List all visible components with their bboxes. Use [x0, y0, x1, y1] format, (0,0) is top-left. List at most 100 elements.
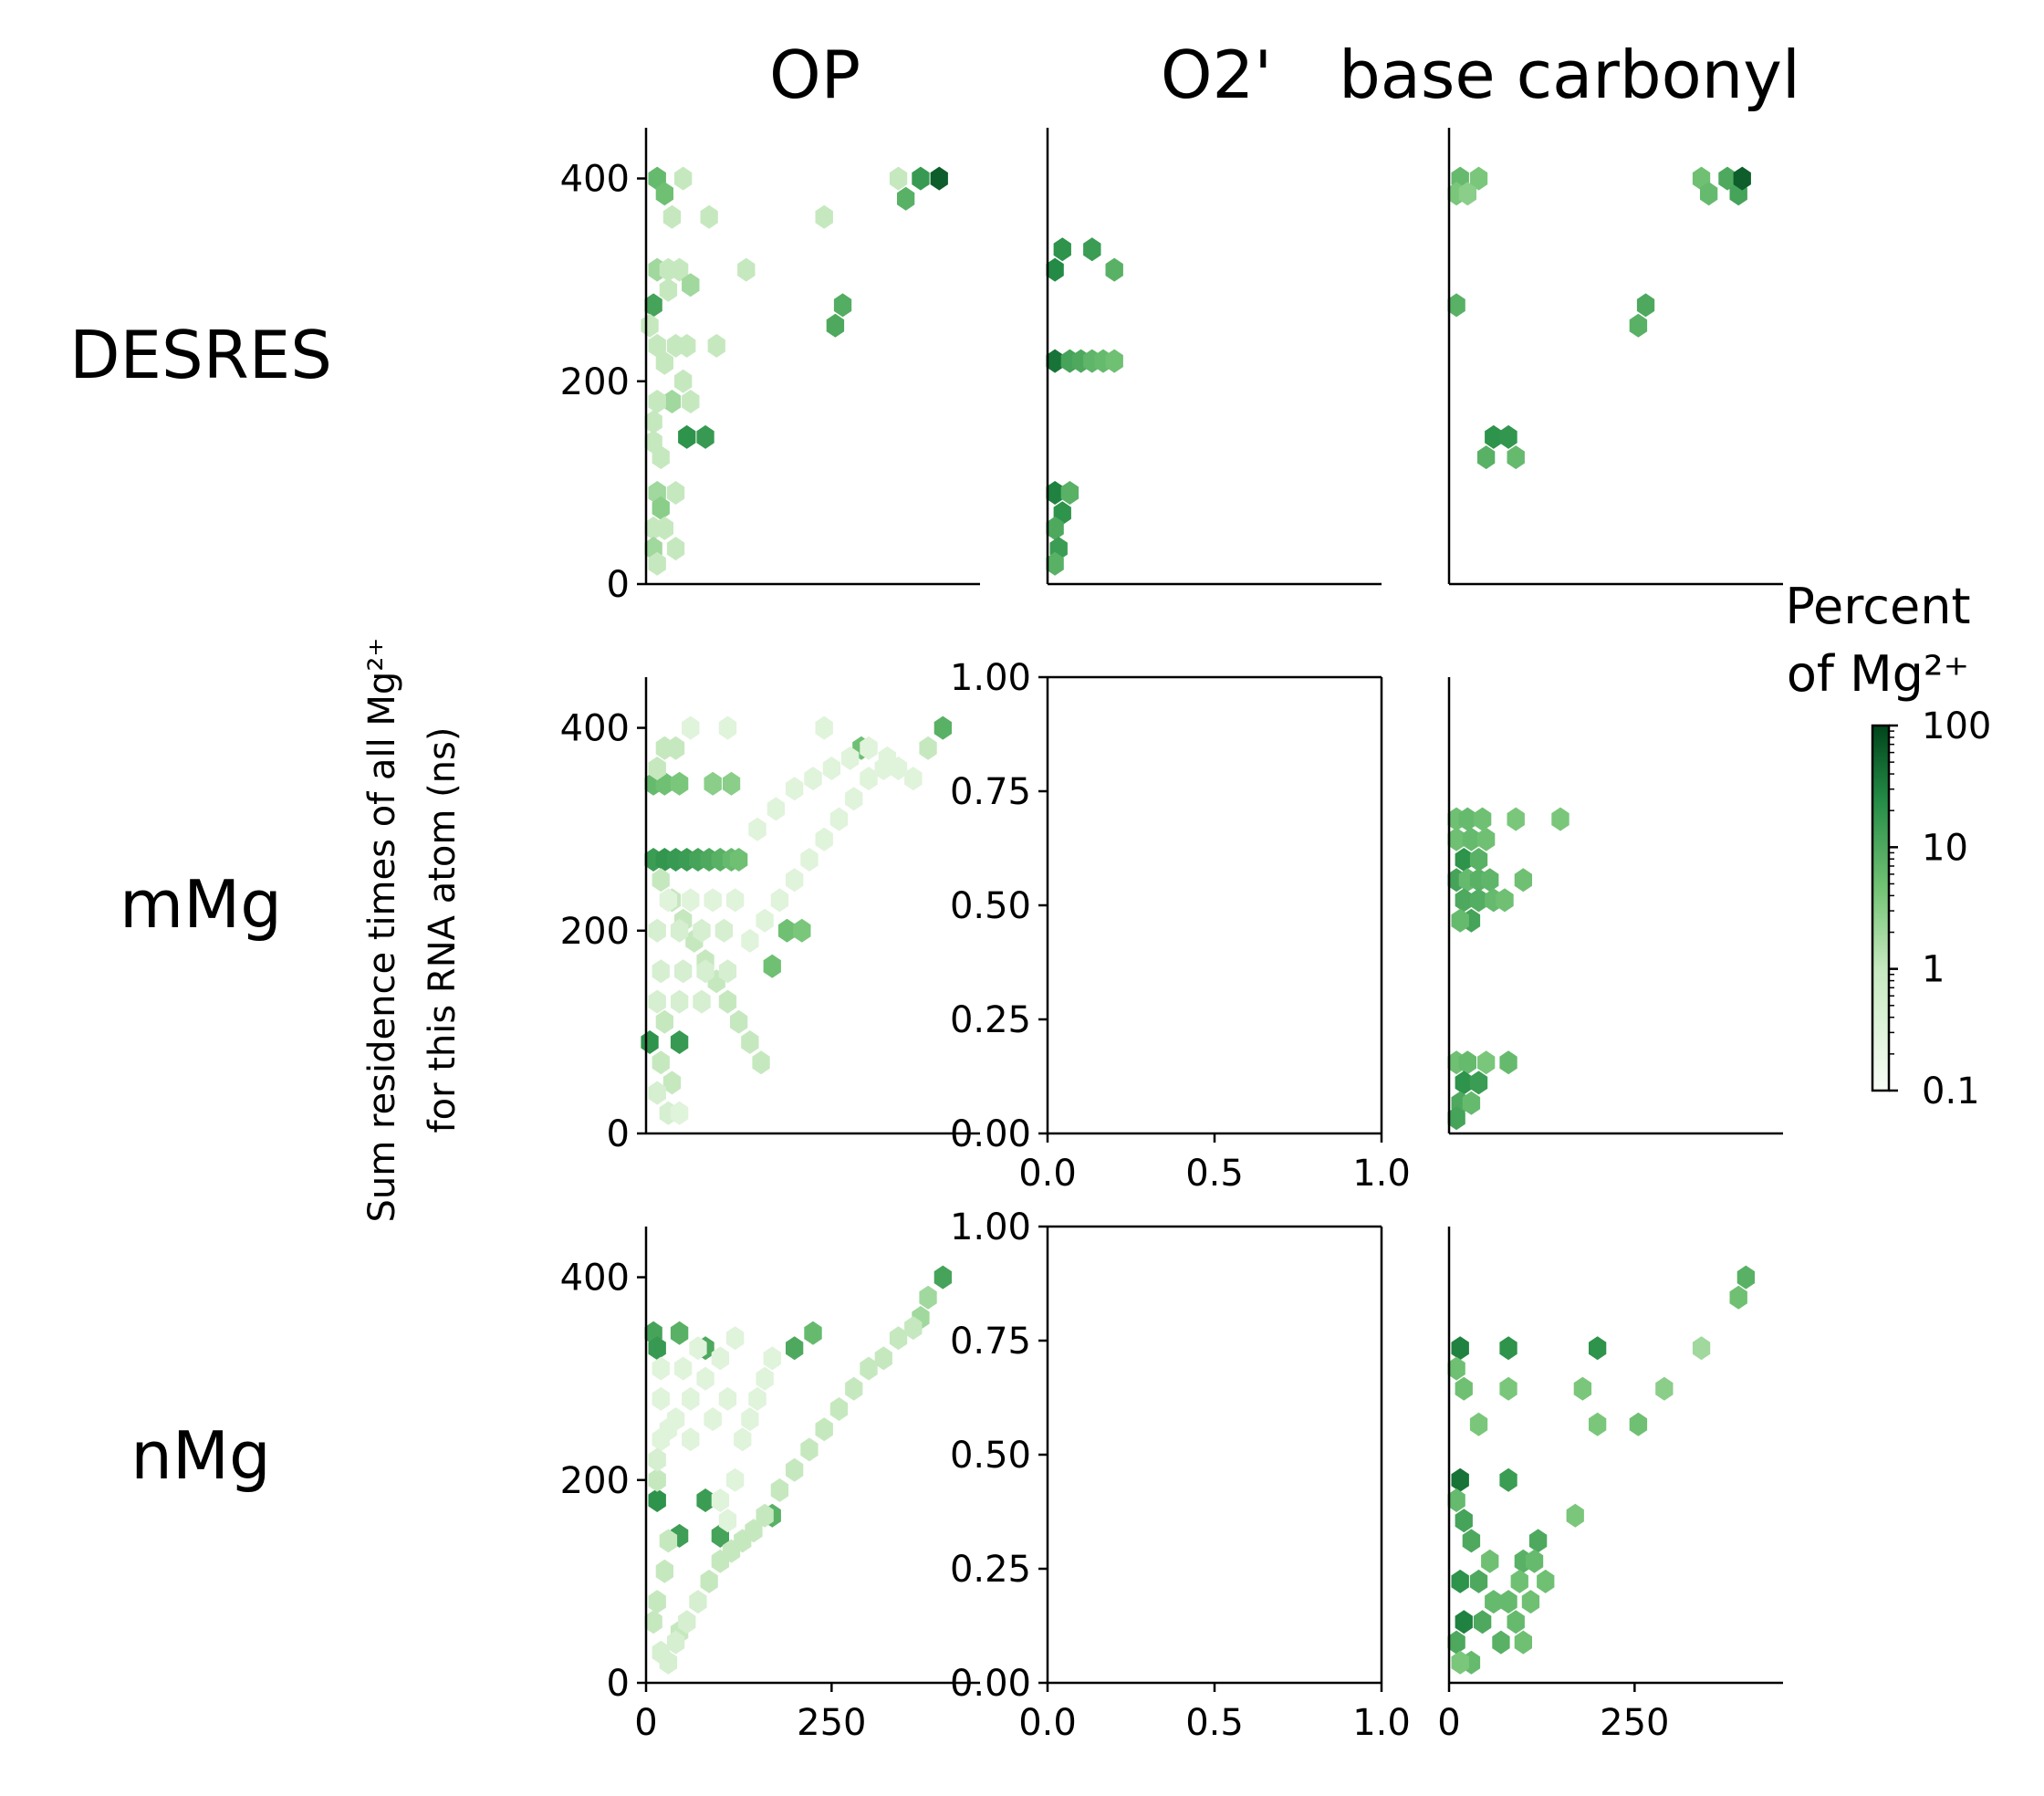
y-tick-label: 400: [560, 159, 630, 201]
hex-bin: [1499, 1590, 1517, 1614]
x-tick-label: 0: [1437, 1702, 1460, 1744]
hex-bin: [1469, 1412, 1488, 1436]
y-tick-label: 1.00: [950, 657, 1031, 699]
hex-bin: [707, 333, 725, 358]
hex-bin: [662, 204, 682, 229]
hex-bin: [815, 715, 833, 740]
hex-bin: [1729, 1285, 1747, 1310]
panel-r2-c0: 0 200 400 0 250: [560, 1227, 980, 1744]
hex-bin: [770, 1478, 789, 1502]
hex-bin: [704, 771, 722, 796]
hex-bin: [648, 1590, 666, 1614]
hex-bin: [763, 1346, 781, 1371]
y-tick-label: 0.25: [950, 1549, 1031, 1591]
hex-bin: [652, 496, 670, 520]
hex-bin: [912, 166, 930, 191]
hex-bin: [730, 848, 748, 872]
hex-bin: [1551, 807, 1570, 831]
hex-bin: [786, 1457, 804, 1482]
colorbar-tick-label: 100: [1922, 705, 1991, 747]
hex-bin: [1589, 1336, 1607, 1361]
hex-bin: [644, 430, 662, 454]
hex-bin: [648, 390, 666, 413]
hex-bin: [659, 1529, 678, 1553]
hex-bins: [641, 715, 952, 1125]
hex-bin: [1458, 807, 1476, 831]
hex-bin: [766, 797, 785, 821]
panel-r2-c1: 0.00 0.25 0.50 0.75 1.00 0.0 0.5 1.0: [950, 1206, 1411, 1744]
hex-bin: [648, 333, 666, 358]
y-tick-label: 0.00: [950, 1113, 1031, 1155]
hex-bin: [919, 1285, 937, 1310]
hex-bin: [889, 1326, 908, 1351]
hex-bin: [666, 1630, 685, 1655]
hex-bin: [648, 1488, 666, 1512]
hex-bin: [678, 333, 696, 358]
hex-bin: [804, 767, 822, 791]
hex-bin: [662, 390, 682, 413]
hex-bin: [741, 928, 759, 953]
hex-bin: [1083, 237, 1101, 262]
hex-bin: [1485, 424, 1503, 449]
hex-bin: [652, 1386, 670, 1411]
hex-bin: [786, 1336, 804, 1361]
hex-bin: [1046, 257, 1064, 282]
hex-bin: [1046, 349, 1064, 373]
colorbar-tick-label: 10: [1922, 827, 1968, 869]
hex-bin: [826, 313, 845, 338]
colorbar-ticks: 0.1 1 10 100: [1889, 705, 1991, 1112]
hex-bin: [655, 516, 673, 540]
hex-bin: [1451, 1650, 1469, 1675]
hex-bin: [933, 715, 952, 740]
hex-bin: [670, 771, 689, 796]
hex-bin: [1469, 1569, 1488, 1593]
y-tick-label: 400: [560, 708, 630, 750]
y-tick-label: 0.75: [950, 771, 1031, 813]
col-title-o2prime: O2': [1161, 37, 1272, 113]
hex-bin: [659, 277, 678, 302]
hex-bin: [1458, 182, 1476, 206]
hex-bin: [644, 1610, 662, 1634]
y-axis-label-line-2: for this RNA atom (ns): [422, 727, 464, 1133]
hex-bin: [741, 1030, 759, 1054]
hex-bin: [889, 166, 908, 191]
hex-bin: [833, 293, 852, 318]
hex-bin: [1105, 349, 1123, 373]
hex-bin: [648, 757, 666, 780]
hex-bin: [1469, 166, 1488, 191]
hex-bin: [652, 959, 670, 984]
y-tick-label: 400: [560, 1258, 630, 1300]
hex-bin: [711, 1346, 729, 1371]
x-tick-label: 0: [634, 1702, 657, 1744]
hex-bin: [1733, 166, 1751, 191]
hex-bins: [1447, 807, 1570, 1131]
col-title-base-carbonyl: base carbonyl: [1339, 37, 1800, 113]
hex-bin: [800, 1437, 819, 1462]
y-tick-label: 200: [560, 911, 630, 953]
hex-bin: [930, 166, 948, 191]
hex-bin: [666, 736, 685, 760]
hex-bin: [756, 908, 774, 933]
hex-bin: [1447, 1356, 1465, 1381]
hex-bin: [822, 757, 840, 780]
hex-bin: [648, 1447, 666, 1472]
hex-bin: [1473, 807, 1492, 831]
hex-bin: [674, 959, 693, 984]
hex-bin: [1477, 1050, 1496, 1075]
hex-bin: [786, 777, 804, 801]
hex-bin: [689, 1336, 707, 1361]
hex-bin: [1447, 1630, 1465, 1655]
hex-bin: [1462, 1091, 1481, 1115]
hex-bin: [674, 1356, 693, 1381]
hex-bin: [889, 757, 908, 780]
hex-bin: [1499, 1376, 1517, 1401]
hex-bin: [1514, 1630, 1532, 1655]
hex-bin: [682, 888, 700, 913]
y-tick-label: 0.75: [950, 1321, 1031, 1363]
hex-bin: [674, 369, 693, 393]
hex-bin: [1046, 551, 1064, 576]
y-tick-label: 0.25: [950, 999, 1031, 1041]
hex-bin: [756, 1503, 774, 1528]
hex-bin: [648, 989, 666, 1014]
